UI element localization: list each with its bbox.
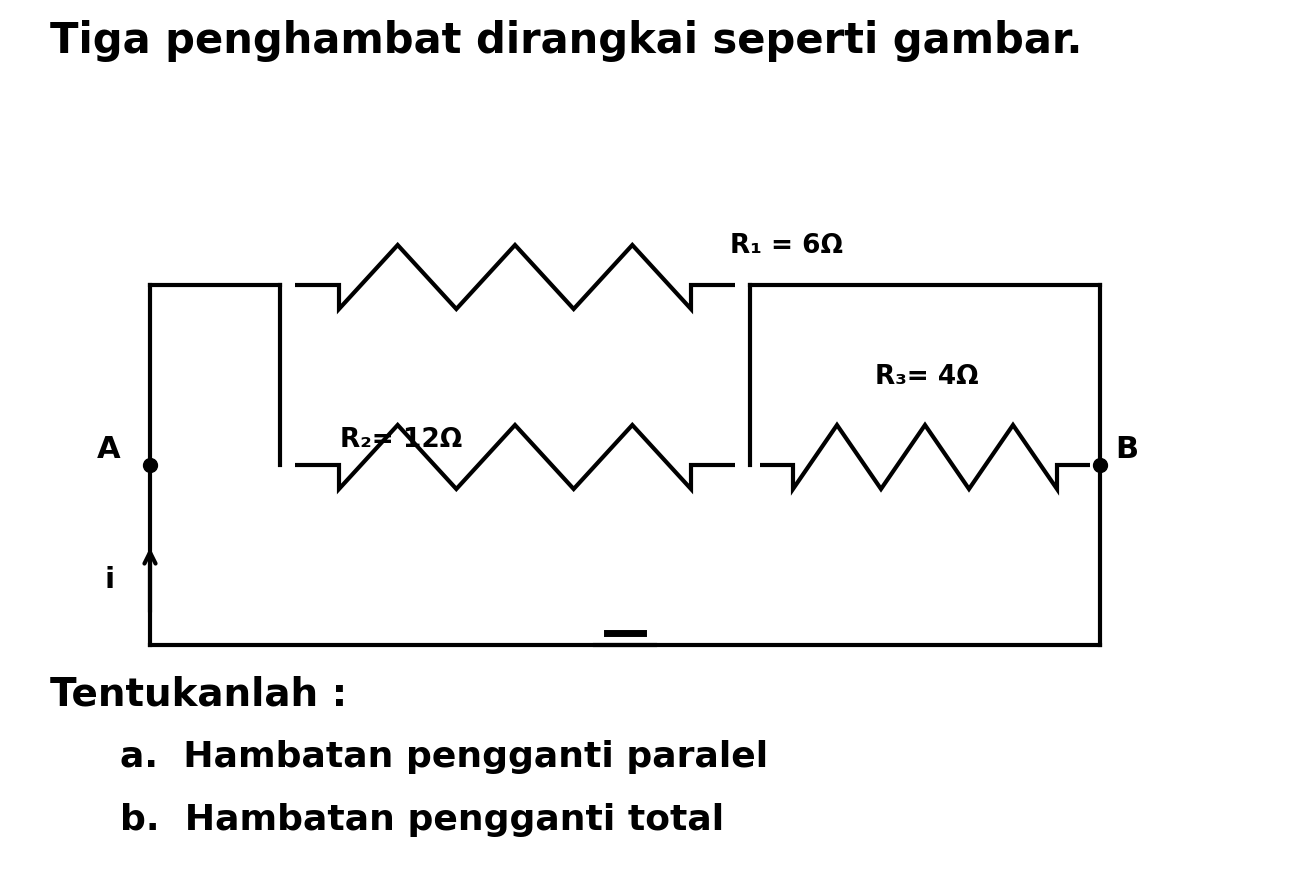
Text: B: B	[1115, 436, 1138, 465]
Text: a.  Hambatan pengganti paralel: a. Hambatan pengganti paralel	[120, 740, 768, 774]
Text: Tentukanlah :: Tentukanlah :	[49, 675, 347, 713]
Text: R₁ = 6Ω: R₁ = 6Ω	[731, 233, 842, 259]
Text: Tiga penghambat dirangkai seperti gambar.: Tiga penghambat dirangkai seperti gambar…	[49, 20, 1083, 62]
Text: R₂= 12Ω: R₂= 12Ω	[341, 427, 463, 453]
Text: b.  Hambatan pengganti total: b. Hambatan pengganti total	[120, 803, 724, 837]
Text: A: A	[96, 436, 120, 465]
Text: R₃= 4Ω: R₃= 4Ω	[875, 364, 979, 390]
Text: i: i	[105, 566, 114, 594]
